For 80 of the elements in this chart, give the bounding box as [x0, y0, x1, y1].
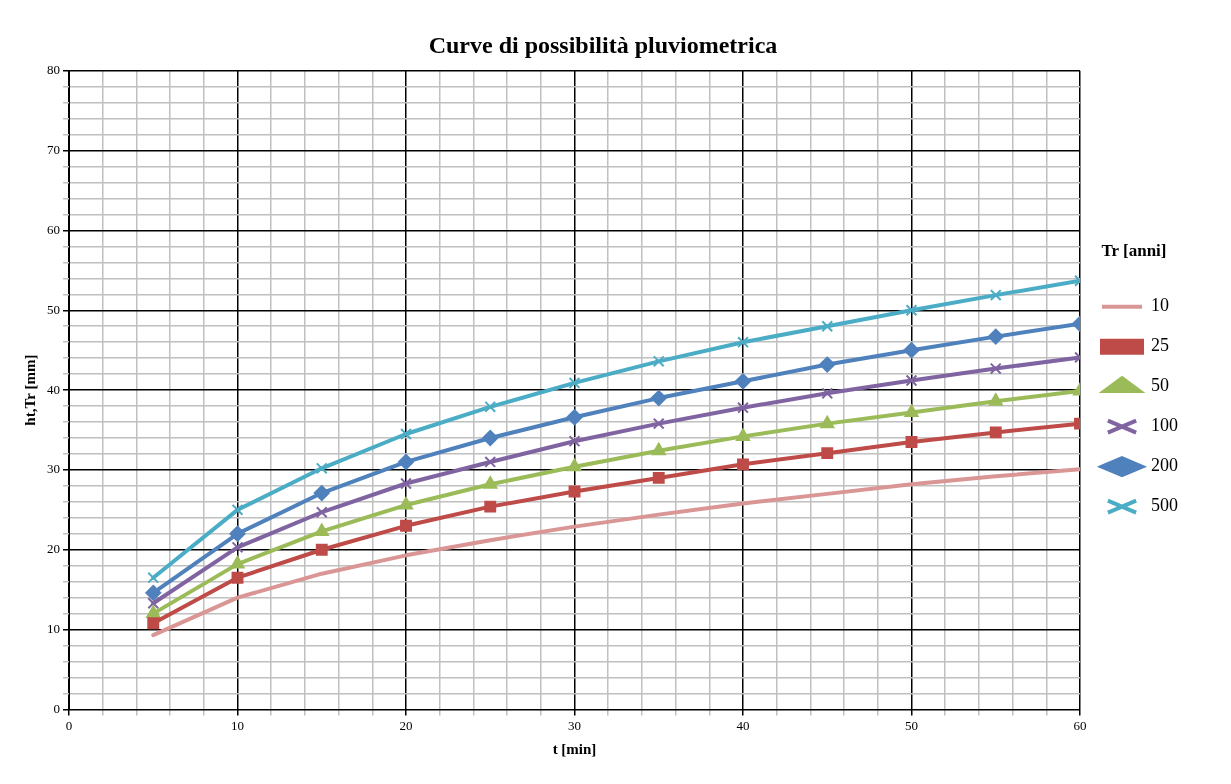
point [484, 400, 497, 413]
point [315, 506, 328, 519]
point [313, 485, 330, 502]
point [483, 476, 498, 489]
chart-title: Curve di possibilità pluviometrica [428, 31, 778, 58]
point [229, 525, 246, 542]
point [652, 417, 665, 430]
point [821, 320, 834, 333]
x-tick-label: 40 [736, 717, 750, 733]
point [231, 503, 244, 516]
y-tick-label: 80 [47, 62, 60, 78]
point [398, 497, 414, 510]
y-tick-label: 40 [47, 381, 60, 397]
point [737, 458, 749, 471]
point [905, 436, 918, 448]
point [905, 374, 918, 387]
legend-label: 500 [1151, 495, 1178, 516]
point [400, 477, 412, 490]
legend-label: 10 [1151, 295, 1169, 316]
y-tick-label: 70 [47, 142, 60, 158]
point [737, 336, 749, 349]
point [821, 387, 834, 400]
point [652, 355, 665, 368]
y-tick-label: 0 [53, 700, 60, 716]
point [484, 500, 497, 513]
point [989, 426, 1002, 439]
x-tick-label: 10 [231, 717, 244, 733]
x-tick-label: 30 [568, 717, 581, 733]
point [482, 430, 499, 446]
point [147, 617, 160, 630]
x-tick-label: 60 [1073, 717, 1087, 733]
point [568, 435, 581, 448]
point [400, 428, 412, 440]
point [566, 409, 583, 426]
point [987, 328, 1004, 345]
point [147, 571, 160, 584]
x-tick-label: 0 [65, 717, 73, 733]
point [820, 415, 835, 429]
point [989, 289, 1002, 302]
point [821, 447, 834, 460]
point [231, 541, 244, 554]
point [484, 455, 497, 468]
point [819, 356, 836, 373]
point [652, 471, 665, 484]
point [231, 571, 244, 584]
point [315, 543, 328, 556]
y-axis-title: ht,Tr [mm] [21, 354, 38, 426]
point [146, 605, 161, 619]
legend-label: 50 [1151, 375, 1169, 396]
point [145, 584, 162, 601]
legend-label: 25 [1151, 335, 1169, 356]
x-axis-title: t [min] [552, 740, 597, 757]
point [315, 462, 328, 475]
y-tick-label: 10 [47, 621, 60, 636]
point [904, 404, 919, 417]
point [314, 523, 329, 536]
point [147, 597, 160, 610]
y-tick-label: 50 [47, 301, 60, 317]
point [398, 453, 414, 470]
point [230, 556, 245, 569]
point [568, 376, 581, 389]
y-tick-label: 30 [47, 461, 60, 477]
point [735, 373, 751, 390]
legend-label: 200 [1151, 455, 1178, 476]
x-tick-label: 50 [905, 717, 918, 733]
x-tick-label: 20 [399, 717, 413, 733]
point [988, 393, 1003, 406]
point [905, 304, 918, 317]
legend-label: 100 [1151, 415, 1178, 436]
legend-title: Tr [anni] [1101, 241, 1167, 261]
y-tick-label: 60 [47, 221, 60, 237]
point [735, 428, 751, 441]
point [650, 390, 667, 407]
point [651, 442, 666, 456]
point [400, 519, 412, 532]
y-tick-label: 20 [47, 541, 60, 557]
point [737, 401, 749, 414]
point [567, 458, 582, 472]
point [903, 342, 920, 359]
point [989, 362, 1002, 375]
